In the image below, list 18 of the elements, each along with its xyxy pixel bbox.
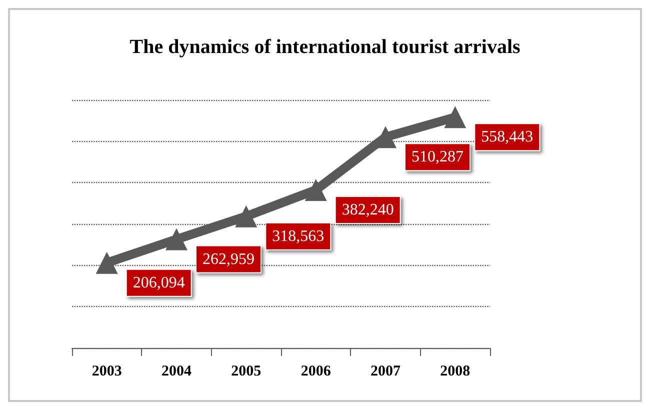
- data-label: 262,959: [202, 250, 254, 268]
- point: [96, 252, 118, 274]
- point: [444, 106, 466, 128]
- point: [166, 228, 188, 250]
- data-label: 382,240: [342, 202, 394, 219]
- x-tick-label: 2008: [440, 364, 470, 380]
- x-tick-label: 2006: [300, 364, 332, 380]
- chart-title: The dynamics of international tourist arrivals: [130, 36, 520, 58]
- x-tick-label: 2007: [370, 364, 401, 380]
- x-tick-label: 2004: [162, 364, 192, 380]
- point: [304, 179, 327, 202]
- point: [235, 205, 258, 228]
- data-label: 558,443: [481, 128, 534, 146]
- x-tick-label: 2005: [231, 364, 262, 380]
- x-tick-label: 2003: [92, 364, 122, 380]
- data-label: 510,287: [412, 148, 464, 166]
- data-label: 206,094: [132, 274, 185, 292]
- data-label: 318,563: [272, 228, 324, 245]
